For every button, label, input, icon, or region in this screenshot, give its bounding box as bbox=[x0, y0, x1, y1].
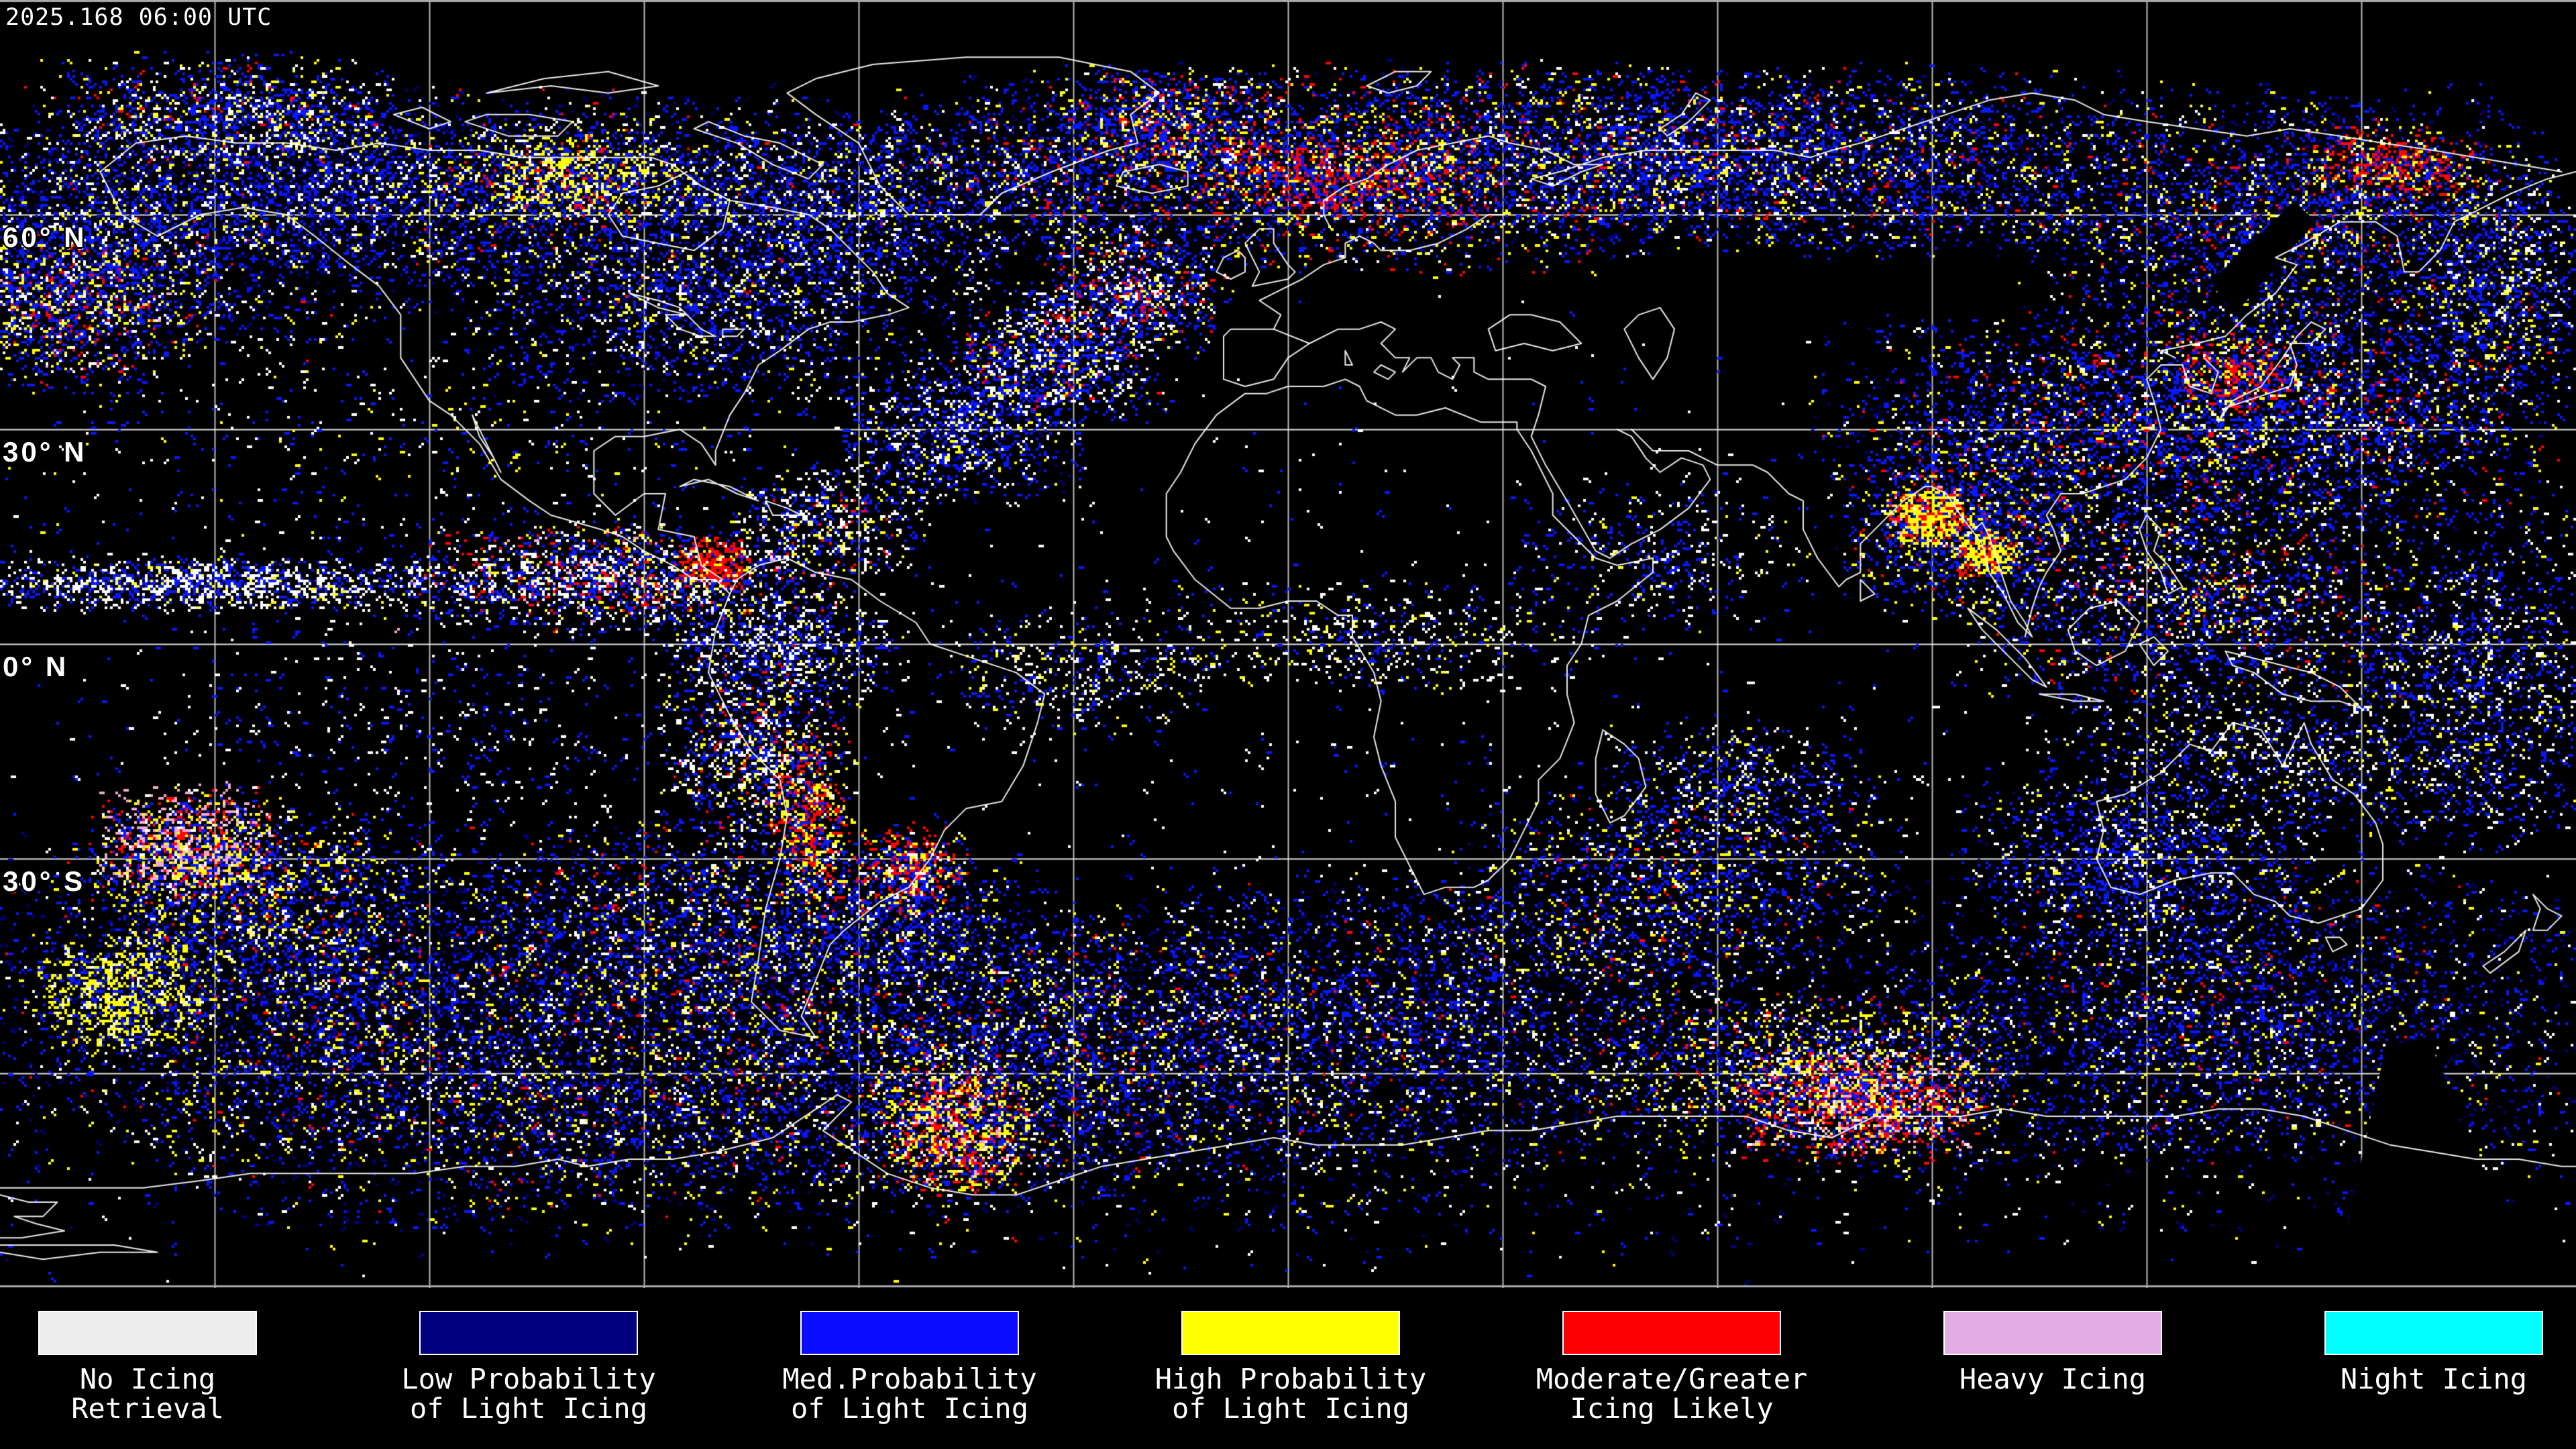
legend-swatch bbox=[38, 1311, 257, 1355]
legend: No Icing Retrieval Low Probability of Light… bbox=[0, 1288, 2576, 1449]
legend-label: Med.Probability of Light Icing bbox=[722, 1364, 1097, 1424]
legend-item: Heavy Icing bbox=[1865, 1288, 2241, 1449]
latitude-label: 60° N bbox=[3, 221, 87, 253]
latitude-label: 30° S bbox=[3, 865, 86, 897]
legend-label-line: Night Icing bbox=[2340, 1362, 2528, 1395]
legend-label: High Probability of Light Icing bbox=[1103, 1364, 1479, 1424]
legend-item: Low Probability of Light Icing bbox=[341, 1288, 716, 1449]
legend-item: High Probability of Light Icing bbox=[1103, 1288, 1479, 1449]
legend-label-line: Moderate/Greater bbox=[1536, 1362, 1808, 1395]
legend-label: Heavy Icing bbox=[1865, 1364, 2241, 1394]
world-map-canvas bbox=[0, 0, 2576, 1288]
legend-label: Low Probability of Light Icing bbox=[341, 1364, 716, 1424]
latitude-label: 0° N bbox=[3, 651, 69, 682]
legend-label-line: of Light Icing bbox=[1171, 1392, 1409, 1425]
legend-label-line: Med.Probability bbox=[782, 1362, 1037, 1395]
legend-label-line: Low Probability bbox=[401, 1362, 656, 1395]
legend-label-line: of Light Icing bbox=[409, 1392, 647, 1425]
legend-label-line: Retrieval bbox=[71, 1392, 224, 1425]
legend-item: Night Icing bbox=[2246, 1288, 2576, 1449]
legend-item: Med.Probability of Light Icing bbox=[722, 1288, 1097, 1449]
legend-label-line: High Probability bbox=[1155, 1362, 1427, 1395]
legend-swatch bbox=[1562, 1311, 1781, 1355]
legend-swatch bbox=[1943, 1311, 2162, 1355]
latitude-label: 30° N bbox=[3, 436, 87, 468]
legend-label-line: of Light Icing bbox=[790, 1392, 1028, 1425]
legend-swatch bbox=[800, 1311, 1019, 1355]
legend-item: Moderate/Greater Icing Likely bbox=[1484, 1288, 1860, 1449]
legend-swatch bbox=[1181, 1311, 1400, 1355]
legend-label: Night Icing bbox=[2246, 1364, 2576, 1394]
timestamp: 2025.168 06:00 UTC bbox=[5, 4, 272, 31]
legend-label: Moderate/Greater Icing Likely bbox=[1484, 1364, 1860, 1424]
legend-item: No Icing Retrieval bbox=[0, 1288, 335, 1449]
legend-label-line: Icing Likely bbox=[1570, 1392, 1774, 1425]
world-icing-map: 2025.168 06:00 UTC 60° N 30° N 0° N 30° S bbox=[0, 0, 2576, 1288]
legend-label-line: No Icing bbox=[79, 1362, 216, 1395]
legend-swatch bbox=[2324, 1311, 2543, 1355]
legend-label: No Icing Retrieval bbox=[0, 1364, 335, 1424]
legend-label-line: Heavy Icing bbox=[1959, 1362, 2147, 1395]
legend-swatch bbox=[419, 1311, 638, 1355]
